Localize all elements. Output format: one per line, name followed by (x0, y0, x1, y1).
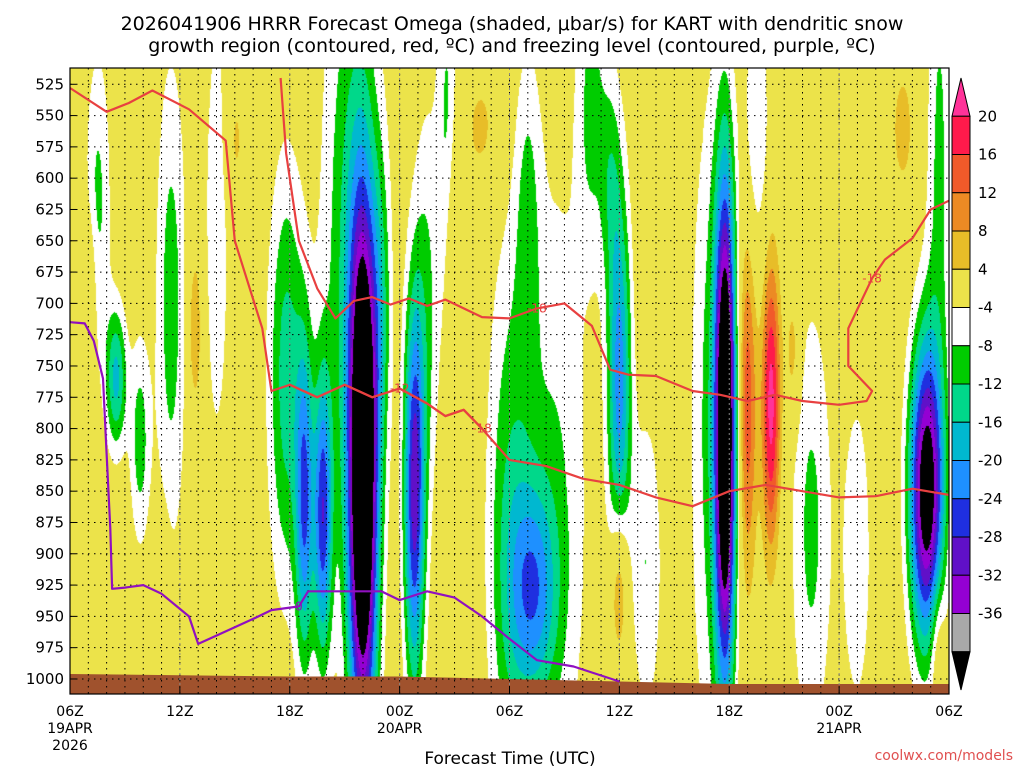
y-tick-label: 1000 (26, 670, 64, 688)
dgz-contour-label: -18 (527, 301, 547, 315)
colorbar-bin (951, 421, 971, 461)
x-tick-label: 06Z (935, 704, 962, 720)
chart-title-line-2: growth region (contoured, red, ºC) and f… (148, 35, 875, 57)
x-tick-label: 06Z (496, 704, 523, 720)
x-tick-label: 12Z (606, 704, 633, 720)
colorbar-label: -12 (978, 375, 1003, 393)
colorbar-bin (951, 498, 971, 538)
credit-link[interactable]: coolwx.com/models (875, 748, 1013, 764)
x-tick-label: 21APR (816, 721, 862, 737)
plot-area: -18 -12 -18 -18 0 (70, 68, 949, 694)
colorbar-bin (951, 345, 971, 385)
colorbar-bin (951, 115, 971, 155)
colorbar-bin (951, 536, 971, 576)
x-tick-label: 06Z (56, 704, 83, 720)
colorbar-label: -28 (978, 528, 1003, 546)
dgz-contour (838, 199, 949, 406)
colorbar-bin (951, 383, 971, 423)
x-tick-label: 18Z (276, 704, 303, 720)
y-tick-label: 550 (35, 107, 64, 125)
colorbar-bin (951, 192, 971, 232)
freezing-level-contour-label: 0 (295, 599, 303, 613)
colorbar-label: -8 (978, 337, 993, 355)
y-tick-label: 850 (35, 482, 64, 500)
freezing-level-contour (70, 321, 620, 683)
y-tick-label: 750 (35, 357, 64, 375)
colorbar-bin (951, 651, 971, 691)
y-tick-label: 650 (35, 232, 64, 250)
dgz-contour-label: -18 (862, 271, 882, 285)
y-tick-label: 575 (35, 138, 64, 156)
colorbar-label: 8 (978, 222, 988, 240)
y-tick-label: 775 (35, 388, 64, 406)
x-tick-label: 00Z (386, 704, 413, 720)
y-tick-label: 900 (35, 545, 64, 563)
x-tick-label: 00Z (825, 704, 852, 720)
x-tick-label: 2026 (52, 738, 88, 754)
chart-title-line-1: 2026041906 HRRR Forecast Omega (shaded, … (121, 13, 904, 35)
y-tick-label: 825 (35, 451, 64, 469)
colorbar-label: -16 (978, 413, 1003, 431)
colorbar-bin (951, 613, 971, 653)
x-axis-label: Forecast Time (UTC) (424, 749, 595, 768)
y-tick-label: 700 (35, 294, 64, 312)
dgz-contour-label: -12 (390, 382, 410, 396)
colorbar-label: -32 (978, 566, 1003, 584)
colorbar-bin (951, 460, 971, 500)
dgz-contour (289, 383, 483, 430)
grid-lines (70, 68, 949, 694)
y-tick-label: 525 (35, 75, 64, 93)
colorbar-label: 20 (978, 107, 997, 125)
contour-layer: -18 -12 -18 -18 0 (70, 77, 949, 683)
x-tick-label: 20APR (377, 721, 423, 737)
x-tick-label: 12Z (166, 704, 193, 720)
colorbar-bin (951, 307, 971, 347)
colorbar-bin (951, 574, 971, 614)
colorbar-label: -20 (978, 452, 1003, 470)
colorbar-label: -24 (978, 490, 1003, 508)
colorbar: 20 16 12 8 4 -4 -8 -12 -16 -20 -24 -28 -32 -36 (951, 77, 1003, 691)
colorbar-bin (951, 230, 971, 270)
colorbar-bin (951, 268, 971, 308)
y-axis: 525 550 575 600 625 650 675 700 725 750 775 800 825 8… (26, 75, 76, 688)
y-tick-label: 600 (35, 169, 64, 187)
x-tick-label: 18Z (716, 704, 743, 720)
y-tick-label: 625 (35, 200, 64, 218)
colorbar-label: -36 (978, 605, 1003, 623)
y-tick-label: 950 (35, 607, 64, 625)
y-tick-label: 875 (35, 513, 64, 531)
colorbar-label: 16 (978, 146, 997, 164)
y-tick-label: 925 (35, 576, 64, 594)
y-tick-label: 675 (35, 263, 64, 281)
dgz-contour (279, 77, 840, 406)
dgz-contour-label: -18 (472, 422, 492, 436)
y-tick-label: 725 (35, 326, 64, 344)
colorbar-label: 4 (978, 260, 988, 278)
x-tick-label: 19APR (47, 721, 93, 737)
y-tick-label: 800 (35, 420, 64, 438)
colorbar-bin (951, 154, 971, 194)
y-tick-label: 975 (35, 639, 64, 657)
colorbar-label: 12 (978, 184, 997, 202)
colorbar-label: -4 (978, 299, 993, 317)
